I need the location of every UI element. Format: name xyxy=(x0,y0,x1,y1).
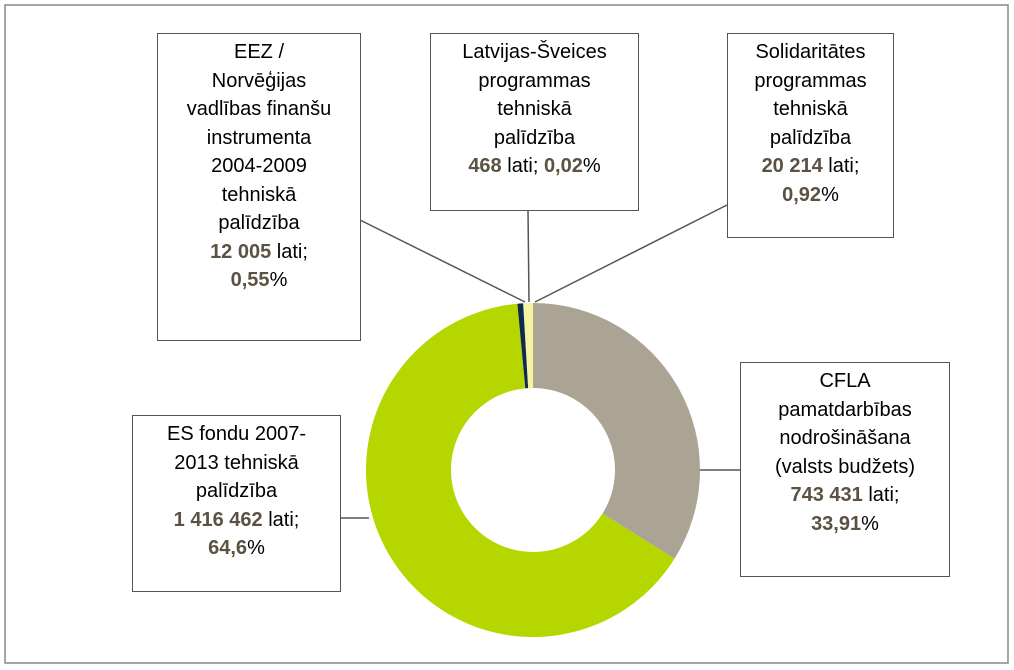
label-box: EEZ / Norvēģijas vadlības finanšu instru… xyxy=(157,33,361,341)
percent-unit: % xyxy=(247,537,265,559)
value-label: 468 xyxy=(468,155,502,177)
value-unit: lati; xyxy=(828,155,860,177)
value-label: 743 431 xyxy=(790,484,863,506)
leader-line xyxy=(359,219,526,303)
category-label: Solidaritātes programmas tehniskā palīdz… xyxy=(754,41,867,149)
percent-line: 64,6% xyxy=(133,534,340,563)
percent-unit: % xyxy=(582,155,601,177)
value-unit: lati; xyxy=(507,155,539,177)
value-line: 20 214 lati; xyxy=(728,152,893,181)
label-box: ES fondu 2007- 2013 tehniskā palīdzība 1 … xyxy=(132,415,341,592)
leader-lines xyxy=(340,204,740,519)
value-unit: lati; xyxy=(868,484,900,506)
donut-slice xyxy=(365,303,675,637)
label-box: Solidaritātes programmas tehniskā palīdz… xyxy=(727,33,894,238)
percent-line: 0,55% xyxy=(158,266,360,295)
percent-line: 0,92% xyxy=(728,181,893,210)
donut-slice xyxy=(523,303,529,389)
value-line: 743 431 lati; xyxy=(741,481,949,510)
percent-line: 33,91% xyxy=(741,510,949,539)
value-line: 12 005 lati; xyxy=(158,238,360,267)
leader-line xyxy=(534,204,728,303)
percent-label: 33,91 xyxy=(811,512,862,535)
value-label: 1 416 462 xyxy=(173,508,263,531)
percent-label: 0,02 xyxy=(543,155,583,177)
percent-label: 0,92 xyxy=(782,183,822,206)
percent-label: 64,6 xyxy=(208,537,248,559)
category-label: ES fondu 2007- 2013 tehniskā palīdzība xyxy=(167,423,306,502)
value-label: 12 005 xyxy=(210,240,272,263)
value-unit: lati; xyxy=(268,508,300,531)
value-label: 20 214 xyxy=(761,155,823,177)
donut xyxy=(365,303,701,637)
percent-unit: % xyxy=(269,269,288,291)
value-line: 468 lati; 0,02% xyxy=(431,152,638,181)
category-label: Latvijas-Šveices programmas tehniskā pal… xyxy=(462,41,607,149)
percent-unit: % xyxy=(861,512,879,535)
category-label: CFLA pamatdarbības nodrošināšana (valsts… xyxy=(774,370,916,478)
label-box: CFLA pamatdarbības nodrošināšana (valsts… xyxy=(740,362,950,577)
frame xyxy=(4,4,1009,664)
donut-slice xyxy=(523,303,533,389)
category-label: EEZ / Norvēģijas vadlības finanšu instru… xyxy=(186,41,332,234)
percent-unit: % xyxy=(821,183,839,206)
donut-slice xyxy=(517,303,529,389)
value-unit: lati; xyxy=(276,240,308,263)
label-box: Latvijas-Šveices programmas tehniskā pal… xyxy=(430,33,639,211)
donut-slice xyxy=(533,303,701,559)
value-line: 1 416 462 lati; xyxy=(133,506,340,535)
percent-label: 0,55 xyxy=(230,269,270,291)
leader-line xyxy=(527,209,530,303)
